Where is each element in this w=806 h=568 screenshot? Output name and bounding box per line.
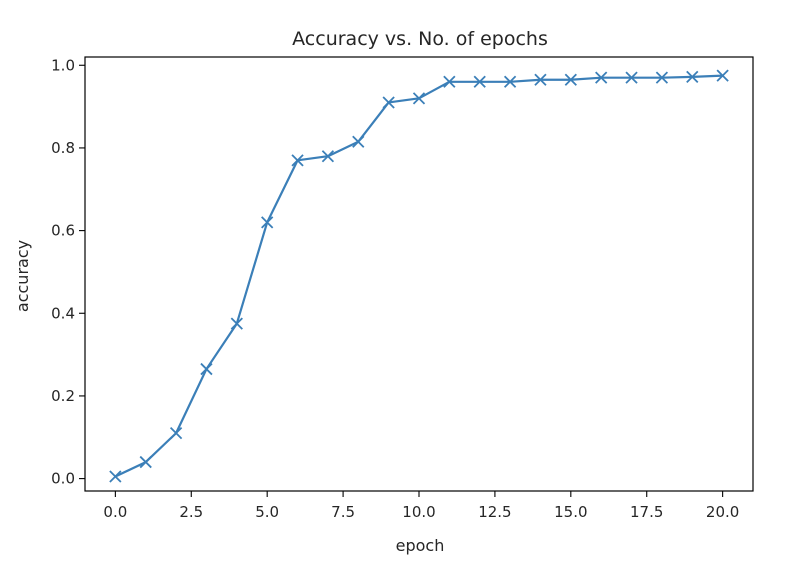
data-point-marker xyxy=(716,69,729,82)
data-point-marker xyxy=(200,362,213,376)
data-point-marker xyxy=(443,75,456,88)
data-point-marker xyxy=(139,455,152,469)
x-tick-label: 15.0 xyxy=(554,503,587,521)
data-point-marker xyxy=(412,92,426,105)
data-point-marker xyxy=(321,150,335,163)
x-tick-label: 20.0 xyxy=(706,503,739,521)
data-point-marker xyxy=(564,73,577,86)
chart-title: Accuracy vs. No. of epochs xyxy=(292,28,548,50)
y-axis: 0.0 0.2 0.4 0.6 0.8 1.0 xyxy=(51,56,85,488)
data-point-marker xyxy=(352,135,365,148)
data-point-marker xyxy=(382,96,395,109)
data-point-marker xyxy=(503,75,517,88)
y-tick-label: 0.6 xyxy=(51,222,75,240)
x-tick-label: 5.0 xyxy=(255,503,279,521)
series-line xyxy=(114,74,723,478)
y-axis-label: accuracy xyxy=(13,240,32,312)
x-tick-label: 2.5 xyxy=(179,503,203,521)
x-tick-label: 0.0 xyxy=(103,503,127,521)
x-axis: 0.0 2.5 5.0 7.5 10.0 12.5 15.0 17.5 20.0 xyxy=(103,491,739,521)
x-axis-label: epoch xyxy=(396,536,445,555)
x-tick-label: 10.0 xyxy=(402,503,435,521)
x-tick-label: 17.5 xyxy=(630,503,663,521)
data-point-marker xyxy=(625,71,638,84)
data-point-marker xyxy=(595,71,608,84)
y-tick-label: 0.8 xyxy=(51,139,75,157)
y-tick-label: 0.4 xyxy=(51,304,75,322)
data-point-marker xyxy=(534,73,547,86)
data-point-marker xyxy=(291,154,304,167)
data-point-marker xyxy=(261,216,274,229)
data-point-marker xyxy=(169,426,183,440)
y-tick-label: 0.2 xyxy=(51,387,75,405)
plot-frame xyxy=(84,56,754,492)
x-tick-label: 12.5 xyxy=(478,503,511,521)
data-point-marker xyxy=(230,317,243,330)
y-tick-label: 0.0 xyxy=(51,470,75,488)
data-point-marker xyxy=(473,75,486,88)
series-accuracy xyxy=(109,69,729,483)
y-tick-label: 1.0 xyxy=(51,56,75,74)
data-point-marker xyxy=(109,470,122,483)
x-tick-label: 7.5 xyxy=(331,503,355,521)
data-point-marker xyxy=(655,71,669,84)
data-point-marker xyxy=(686,70,699,83)
